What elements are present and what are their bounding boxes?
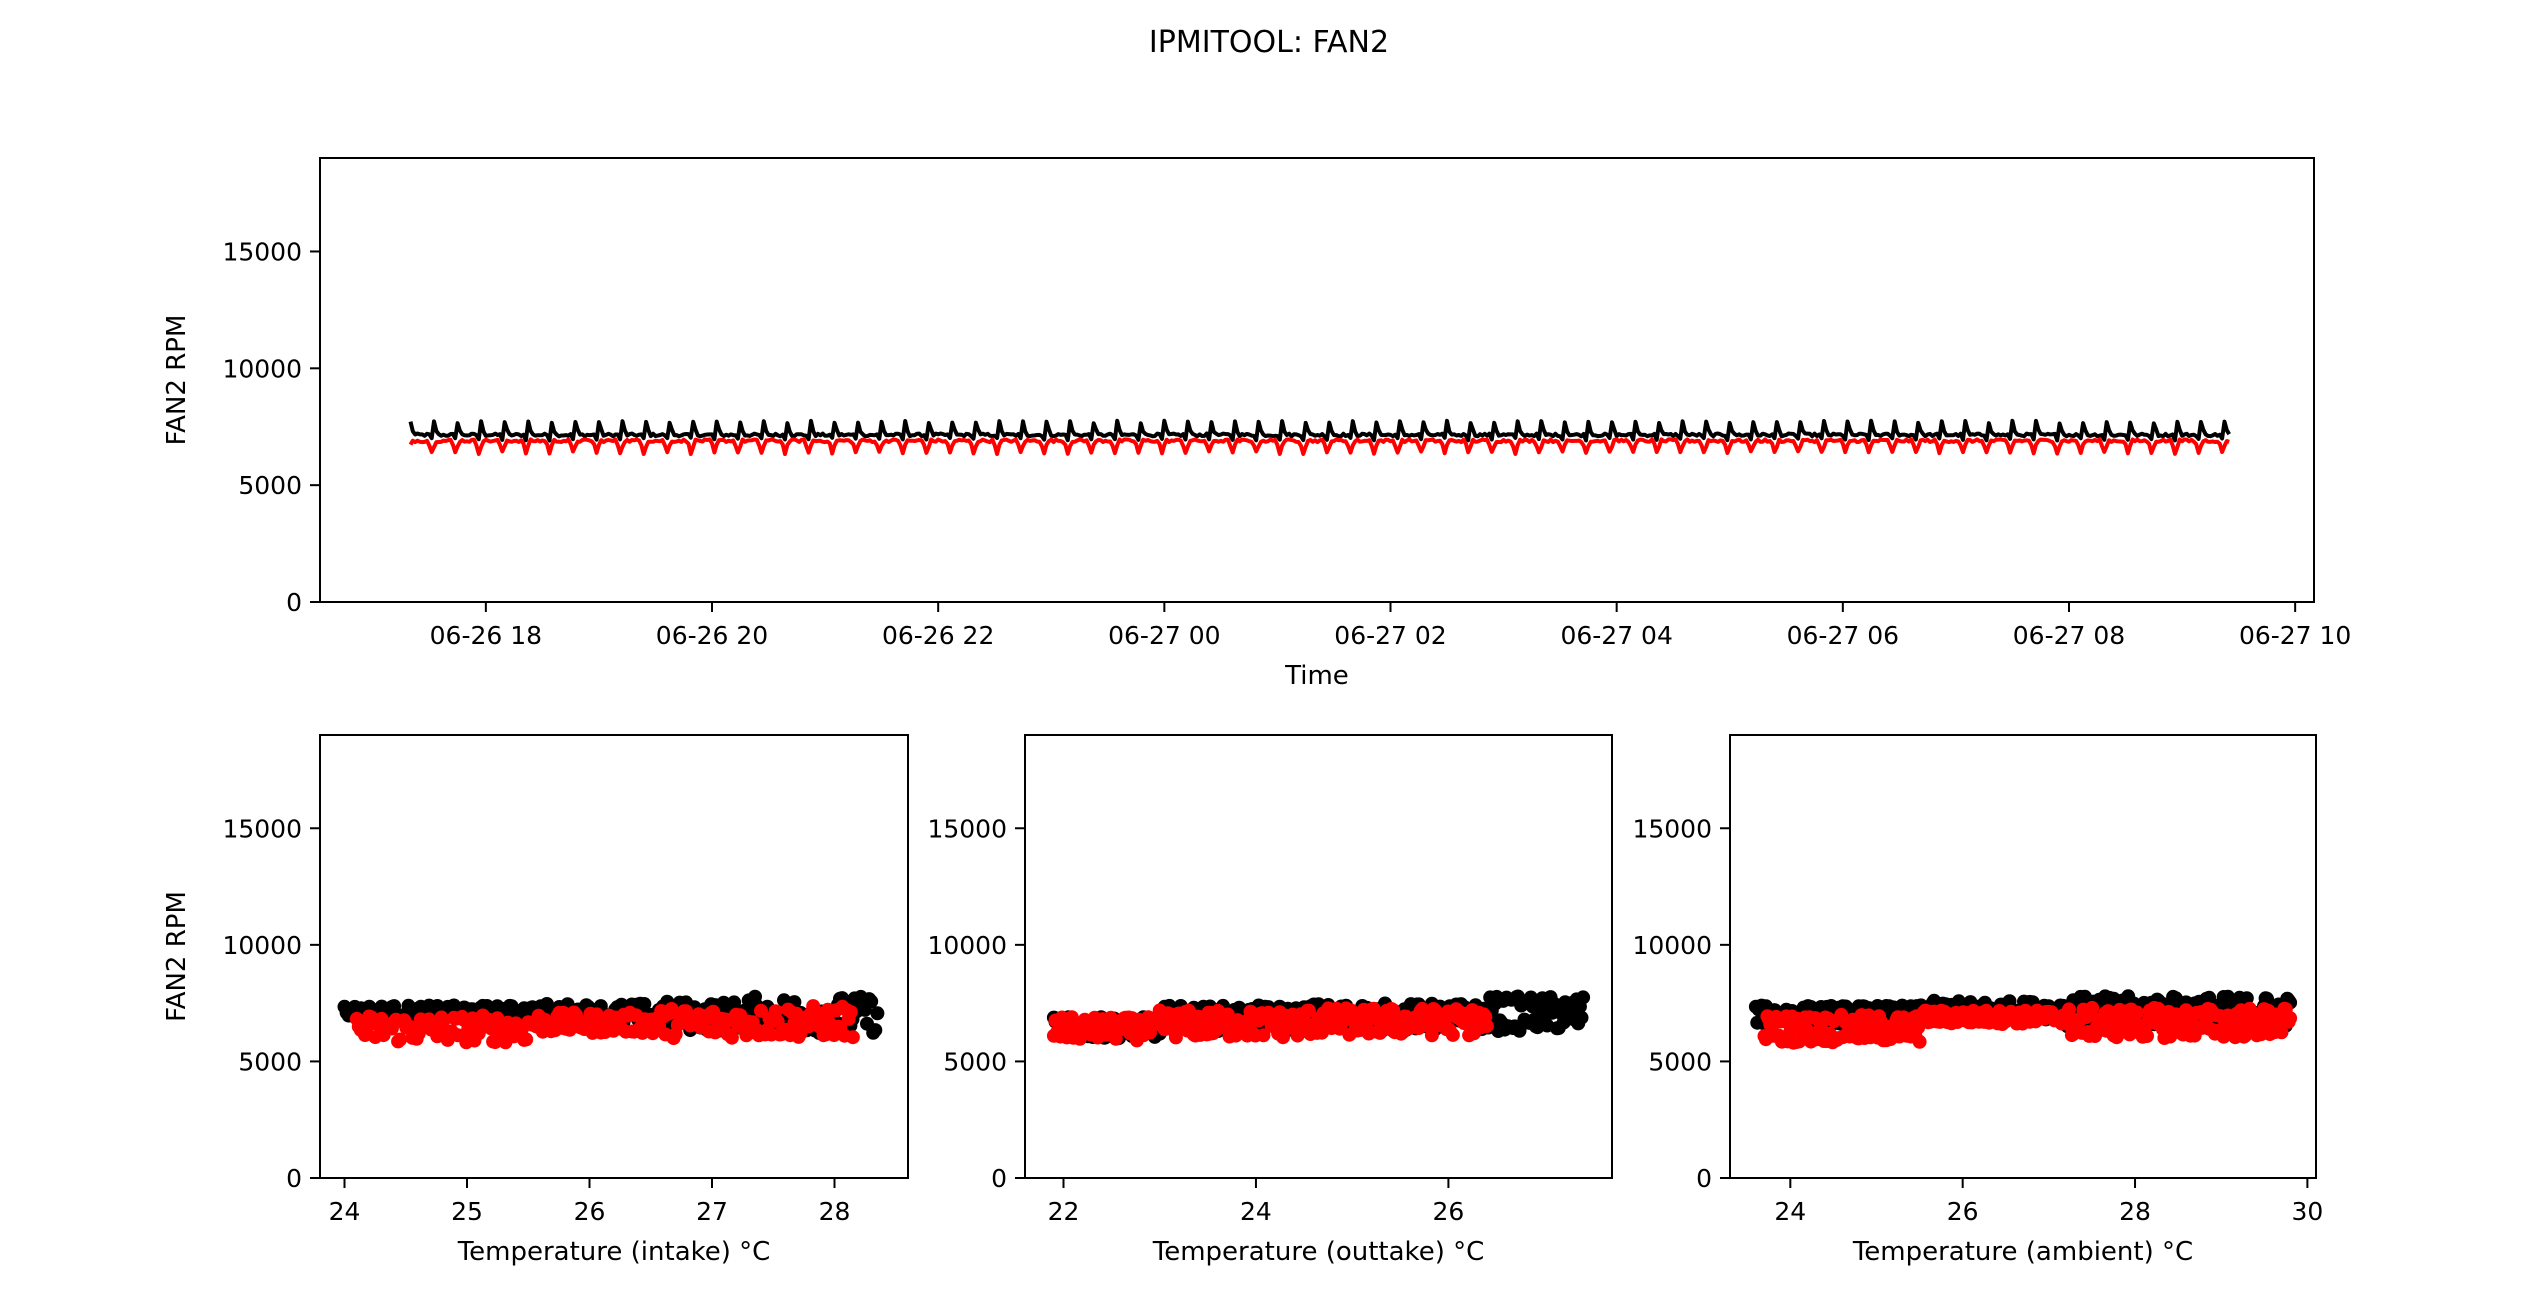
x-tick-label: 06-27 04 — [1560, 621, 1672, 650]
scatter-point — [843, 1005, 858, 1020]
scatter-point — [1301, 1003, 1316, 1018]
plot-frame-intake — [319, 734, 909, 1179]
y-tick-label: 10000 — [222, 354, 302, 383]
x-tick-label: 28 — [2119, 1197, 2151, 1226]
x-tick-label: 06-27 10 — [2239, 621, 2351, 650]
scatter-point — [868, 1023, 883, 1038]
scatter-point — [1479, 1019, 1494, 1034]
figure-title: IPMITOOL: FAN2 — [1149, 25, 1389, 60]
scatter-point — [1576, 990, 1591, 1005]
y-tick-label: 5000 — [943, 1047, 1007, 1076]
series-line-black — [408, 418, 2231, 443]
scatter-point — [1055, 1010, 1069, 1025]
x-tick-label: 06-26 22 — [882, 621, 994, 650]
x-tick-label: 26 — [574, 1197, 606, 1226]
x-tick-label: 24 — [1774, 1197, 1806, 1226]
x-tick-label: 22 — [1048, 1197, 1080, 1226]
y-tick-label: 0 — [286, 1164, 302, 1193]
scatter-point — [864, 994, 879, 1009]
scatter-point — [2274, 1025, 2289, 1040]
subplot-timeseries: 0 5000 10000 15000 06-26 18 06-26 20 06-26 22 0… — [162, 157, 2351, 691]
x-tick-label: 28 — [819, 1197, 851, 1226]
x-axis-label: Temperature (outtake) °C — [1152, 1237, 1485, 1267]
scatter-point — [1143, 1025, 1157, 1040]
y-tick-label: 0 — [1696, 1164, 1712, 1193]
scatter-series-red — [1046, 1001, 1494, 1048]
scatter-point — [2062, 1002, 2076, 1017]
y-tick-label: 15000 — [927, 814, 1007, 843]
x-tick-label: 06-27 02 — [1334, 621, 1446, 650]
y-tick-label: 0 — [286, 588, 302, 617]
x-axis-label: Time — [1284, 661, 1349, 691]
scatter-point — [2239, 991, 2254, 1006]
scatter-point — [2283, 1011, 2298, 1026]
scatter-point — [727, 995, 742, 1010]
x-tick-label: 24 — [1240, 1197, 1272, 1226]
scatter-point — [1912, 1034, 1927, 1049]
y-tick-label: 15000 — [1632, 814, 1712, 843]
scatter-series-red — [349, 999, 860, 1050]
scatter-series-red — [1757, 1000, 2298, 1050]
scatter-point — [1072, 1031, 1087, 1046]
subplot-outtake: 0 5000 10000 15000 22 24 26 Temperature (outtak… — [927, 734, 1613, 1267]
subplot-ambient: 0 5000 10000 15000 24 26 28 30 Temperature (ambi… — [1632, 734, 2323, 1267]
y-tick-label: 5000 — [238, 1047, 302, 1076]
plot-frame-outtake — [1024, 734, 1613, 1179]
subplot-intake: 0 5000 10000 15000 24 25 26 27 28 Temperature (in… — [162, 734, 909, 1267]
x-tick-label: 26 — [1433, 1197, 1465, 1226]
x-tick-label: 25 — [451, 1197, 483, 1226]
scatter-point — [393, 1032, 408, 1047]
plot-frame-timeseries — [319, 157, 2315, 603]
scatter-point — [1256, 1028, 1271, 1043]
x-tick-label: 30 — [2291, 1197, 2323, 1226]
x-tick-label: 27 — [696, 1197, 728, 1226]
scatter-point — [2085, 1000, 2100, 1015]
scatter-point — [1445, 1027, 1460, 1042]
x-axis-label: Temperature (ambient) °C — [1852, 1237, 2193, 1267]
x-tick-label: 26 — [1947, 1197, 1979, 1226]
x-axis-label: Temperature (intake) °C — [457, 1237, 771, 1267]
x-tick-label: 06-26 20 — [656, 621, 768, 650]
scatter-point — [1574, 1010, 1589, 1025]
scatter-point — [519, 1032, 534, 1047]
scatter-point — [1168, 1030, 1183, 1045]
scatter-point — [2140, 1029, 2154, 1043]
series-line-red — [408, 437, 2230, 456]
y-tick-label: 15000 — [222, 237, 302, 266]
x-tick-label: 06-27 06 — [1787, 621, 1899, 650]
x-tick-label: 24 — [329, 1197, 361, 1226]
y-tick-label: 15000 — [222, 814, 302, 843]
scatter-point — [637, 997, 652, 1011]
scatter-point — [845, 1030, 860, 1045]
x-tick-label: 06-27 00 — [1108, 621, 1220, 650]
y-tick-label: 0 — [991, 1164, 1007, 1193]
x-tick-label: 06-26 18 — [430, 621, 542, 650]
scatter-point — [870, 1006, 885, 1021]
y-tick-label: 10000 — [927, 931, 1007, 960]
x-tick-label: 06-27 08 — [2013, 621, 2125, 650]
scatter-point — [2129, 1005, 2144, 1020]
plot-frame-ambient — [1729, 734, 2317, 1179]
y-axis-label: FAN2 RPM — [162, 315, 192, 446]
y-tick-label: 10000 — [222, 931, 302, 960]
y-tick-label: 5000 — [1648, 1047, 1712, 1076]
scatter-point — [724, 1030, 739, 1045]
axes-layer: 0 5000 10000 15000 06-26 18 06-26 20 06-26 22 0… — [162, 157, 2351, 1267]
y-tick-label: 5000 — [238, 471, 302, 500]
y-tick-label: 10000 — [1632, 931, 1712, 960]
y-axis-label: FAN2 RPM — [162, 891, 192, 1022]
